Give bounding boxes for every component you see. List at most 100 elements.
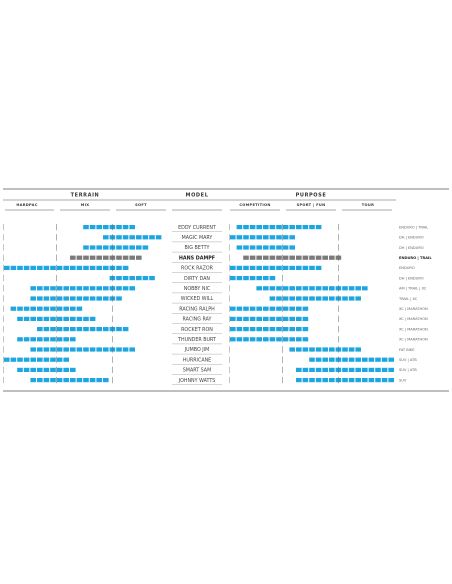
terrain-segment [83, 225, 89, 230]
terrain-segment [129, 225, 135, 230]
purpose-segment [249, 245, 256, 250]
chart-row: HANS DAMPF ENDURO | TRAIL [3, 254, 432, 263]
purpose-segment [230, 337, 236, 342]
purpose-segment [309, 225, 315, 230]
terrain-segment [142, 235, 149, 240]
purpose-segment [348, 378, 355, 383]
purpose-segment [243, 265, 249, 270]
purpose-segment [355, 296, 361, 301]
purpose-segment [388, 378, 394, 383]
terrain-segment [96, 327, 102, 332]
purpose-segment [375, 357, 381, 362]
terrain-segment [136, 255, 142, 260]
purpose-segment [269, 337, 276, 342]
terrain-segment [70, 255, 76, 260]
purpose-segment [289, 255, 295, 260]
purpose-segment [243, 225, 249, 230]
purpose-segment [236, 337, 243, 342]
terrain-segment [56, 367, 63, 372]
model-header: MODEL [186, 193, 209, 199]
rows-group: EDDY CURRENT ENDURO | TRAIL MAGIC MARY DH |… [3, 223, 432, 385]
purpose-segment [263, 327, 269, 332]
terrain-segment [76, 265, 83, 270]
purpose-segment [256, 255, 262, 260]
purpose-segment [249, 337, 256, 342]
purpose-segment [289, 306, 295, 311]
purpose-segment [282, 316, 289, 321]
terrain-segment [122, 265, 129, 270]
terrain-segment [89, 296, 96, 301]
purpose-segment [289, 327, 295, 332]
terrain-segment [129, 245, 135, 250]
purpose-segment [230, 276, 236, 281]
terrain-segment [103, 296, 109, 301]
terrain-segment [116, 296, 122, 301]
purpose-segment [381, 357, 388, 362]
usage-label: ENDURO | TRAIL [399, 256, 432, 260]
model-label: RACING RAY [183, 317, 212, 323]
terrain-segment [50, 296, 56, 301]
terrain-segment [103, 225, 109, 230]
chart-row: ROCKET RON XC | MARATHON [3, 325, 428, 334]
purpose-segment [302, 327, 309, 332]
terrain-segment [89, 255, 96, 260]
terrain-segment [96, 245, 102, 250]
usage-label: TRAIL | XC [398, 297, 418, 301]
purpose-segment [236, 327, 243, 332]
purpose-segment [309, 367, 315, 372]
model-label: NOBBY NIC [184, 286, 211, 292]
purpose-segment [282, 245, 289, 250]
terrain-segment [50, 347, 56, 352]
purpose-segment [322, 378, 328, 383]
chart-row: NOBBY NIC AM | TRAIL | XC [3, 285, 427, 294]
terrain-segment [43, 265, 50, 270]
purpose-segment [230, 316, 236, 321]
purpose-segment [289, 245, 295, 250]
terrain-segment [70, 306, 76, 311]
terrain-segment [63, 378, 69, 383]
terrain-segment [122, 286, 129, 291]
terrain-segment [63, 265, 69, 270]
purpose-segment [263, 235, 269, 240]
purpose-segment [302, 347, 309, 352]
terrain-segment [37, 327, 43, 332]
purpose-segment [289, 225, 295, 230]
purpose-segment [263, 276, 269, 281]
purpose-segment [368, 357, 375, 362]
terrain-segment [129, 347, 135, 352]
terrain-segment [83, 378, 89, 383]
terrain-segment [23, 265, 30, 270]
terrain-segment [63, 286, 69, 291]
usage-label: DH | ENDURO [399, 276, 424, 280]
terrain-segment [56, 316, 63, 321]
purpose-segment [289, 296, 295, 301]
terrain-segment [43, 286, 50, 291]
purpose-segment [230, 306, 236, 311]
purpose-segment [256, 306, 262, 311]
purpose-segment [289, 286, 295, 291]
terrain-segment [142, 276, 149, 281]
purpose-segment [355, 357, 361, 362]
purpose-segment [368, 378, 375, 383]
terrain-segment [122, 235, 129, 240]
terrain-segment [43, 316, 50, 321]
terrain-segment [70, 316, 76, 321]
terrain-segment [30, 337, 36, 342]
terrain-segment [70, 367, 76, 372]
terrain-segment [63, 327, 69, 332]
purpose-segment [236, 265, 243, 270]
terrain-segment [50, 327, 56, 332]
purpose-segment [329, 255, 335, 260]
terrain-segment [50, 337, 56, 342]
purpose-segment [256, 337, 262, 342]
purpose-segment [256, 235, 262, 240]
purpose-segment [362, 378, 368, 383]
purpose-segment [249, 265, 256, 270]
terrain-segment [30, 347, 36, 352]
terrain-segment [43, 337, 50, 342]
terrain-segment [96, 225, 102, 230]
usage-label: FAT BIKE [399, 348, 415, 352]
purpose-segment [388, 357, 394, 362]
terrain-segment [116, 265, 122, 270]
terrain-segment [116, 235, 122, 240]
